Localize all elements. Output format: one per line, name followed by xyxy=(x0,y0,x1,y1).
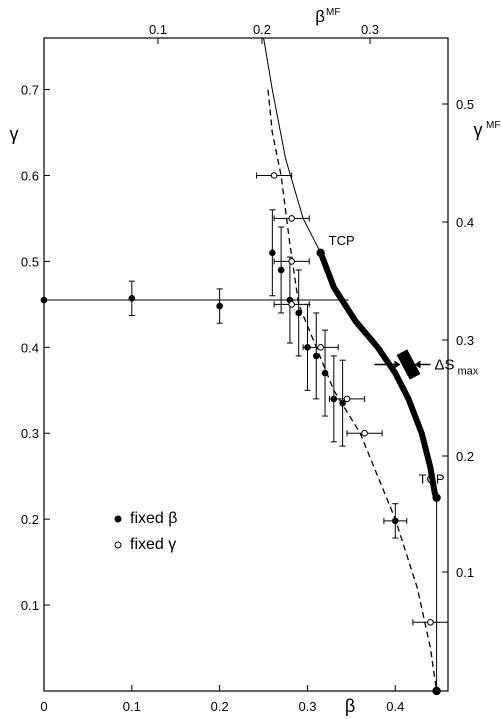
top-tick-label: 0.2 xyxy=(253,22,271,37)
point-fixed-beta xyxy=(339,399,346,407)
tcp-point xyxy=(316,248,325,258)
legend-label: fixed β xyxy=(130,510,177,527)
legend-label: fixed γ xyxy=(130,536,176,553)
point-fixed-gamma xyxy=(343,395,351,403)
point-fixed-gamma xyxy=(317,344,324,351)
right-tick-label: 0.5 xyxy=(456,97,474,112)
y-tick-label: 0.5 xyxy=(21,254,39,269)
y-tick-label: 0.3 xyxy=(21,426,39,441)
point-fixed-gamma xyxy=(427,618,434,626)
tcp-label: TCP xyxy=(419,472,445,487)
delta-s-sub: max xyxy=(457,366,478,378)
point-fixed-beta xyxy=(128,295,136,302)
right-tick-label: 0.4 xyxy=(456,215,474,230)
y-tick-label: 0.1 xyxy=(21,598,39,613)
y-tick-label: 0.4 xyxy=(21,340,39,355)
point-fixed-beta xyxy=(40,296,48,304)
right-tick-label: 0.3 xyxy=(456,333,474,348)
y-tick-label: 0.7 xyxy=(21,83,39,98)
top-tick-label: 0.3 xyxy=(361,22,379,37)
right-tick-label: 0.2 xyxy=(456,449,474,464)
y-tick-label: 0.2 xyxy=(21,512,39,527)
y-axis-label: γ xyxy=(10,124,19,144)
point-fixed-beta xyxy=(269,249,276,257)
top-axis-label-sup: MF xyxy=(326,7,340,18)
right-axis-label-sup: MF xyxy=(486,120,500,131)
x-tick-label: 0.2 xyxy=(211,699,229,714)
point-fixed-beta xyxy=(321,369,329,377)
point-fixed-gamma xyxy=(288,258,295,265)
point-fixed-beta xyxy=(277,266,285,274)
legend-marker xyxy=(114,541,122,549)
point-fixed-gamma xyxy=(361,429,368,437)
y-tick-label: 0.6 xyxy=(21,168,39,183)
point-fixed-gamma xyxy=(270,172,278,179)
x-axis-label: β xyxy=(345,696,355,716)
point-fixed-gamma xyxy=(288,301,295,308)
point-fixed-gamma xyxy=(288,215,295,222)
tcp-label: TCP xyxy=(329,233,355,248)
x-tick-label: 0.4 xyxy=(386,699,404,714)
delta-s-label: ΔS xyxy=(434,357,454,374)
thick-solid-curve xyxy=(317,249,440,501)
upper-solid-curve xyxy=(263,37,322,254)
arrow-left-head xyxy=(394,360,401,369)
point-fixed-beta xyxy=(312,352,320,360)
plot-frame xyxy=(43,37,449,692)
dashed-curve xyxy=(267,89,438,692)
point-fixed-beta xyxy=(295,309,302,317)
x-tick-label: 0.1 xyxy=(123,699,141,714)
tcp-point xyxy=(432,493,441,502)
right-axis-label: γ xyxy=(474,120,483,140)
tcp-point xyxy=(432,686,441,696)
delta-s-bar xyxy=(396,349,421,380)
x-tick-label: 0 xyxy=(40,699,47,714)
point-fixed-beta xyxy=(392,517,399,525)
top-tick-label: 0.1 xyxy=(149,22,167,37)
arrow-right-head xyxy=(414,360,421,369)
legend-marker xyxy=(114,515,122,523)
point-fixed-beta xyxy=(216,302,223,310)
x-tick-label: 0.3 xyxy=(298,699,316,714)
right-tick-label: 0.1 xyxy=(456,565,474,580)
top-axis-label: β xyxy=(315,7,325,26)
